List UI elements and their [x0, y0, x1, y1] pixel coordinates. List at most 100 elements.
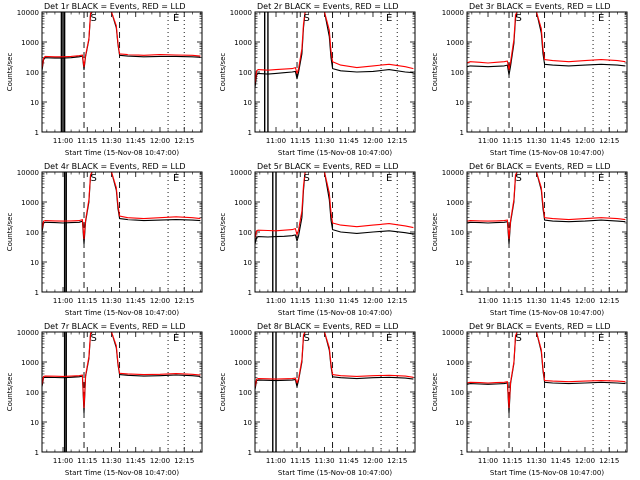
y-tick-label: 100 — [451, 69, 464, 77]
y-tick-label: 10000 — [17, 9, 39, 17]
series-line-lld — [41, 171, 201, 240]
time-marker-e: E — [386, 13, 392, 24]
y-tick-label: 100 — [239, 229, 252, 237]
chart-panel-5: Det 5r BLACK = Events, RED = LLD Start Ti… — [219, 162, 416, 317]
x-tick-label: 11:30 — [314, 137, 334, 145]
y-tick-label: 10 — [455, 419, 464, 427]
y-tick-label: 10 — [243, 99, 252, 107]
y-tick-label: 100 — [26, 229, 39, 237]
y-tick-label: 1000 — [21, 199, 39, 207]
x-tick-label: 11:45 — [339, 457, 359, 465]
y-tick-label: 100 — [239, 69, 252, 77]
x-tick-label: 11:45 — [339, 137, 359, 145]
x-tick-label: 12:00 — [150, 457, 170, 465]
x-tick-label: 12:15 — [174, 457, 194, 465]
x-tick-label: 12:15 — [599, 457, 619, 465]
x-tick-label: 12:15 — [174, 297, 194, 305]
time-marker-s: S — [91, 13, 97, 24]
x-tick-label: 11:30 — [526, 137, 546, 145]
chart-title: Det 5r BLACK = Events, RED = LLD — [257, 162, 399, 171]
x-axis-label: Start Time (15-Nov-08 10:47:00) — [490, 309, 604, 317]
x-tick-label: 12:15 — [387, 297, 407, 305]
x-tick-label: 11:15 — [290, 297, 310, 305]
y-tick-label: 1 — [248, 449, 252, 457]
x-tick-label: 12:15 — [599, 137, 619, 145]
x-tick-label: 11:30 — [314, 457, 334, 465]
y-axis-label: Counts/sec — [6, 373, 14, 412]
y-tick-label: 1 — [35, 289, 39, 297]
time-marker-e: E — [386, 173, 392, 184]
y-tick-label: 10000 — [230, 329, 252, 337]
x-tick-label: 11:00 — [478, 457, 498, 465]
x-tick-label: 11:30 — [314, 297, 334, 305]
x-tick-label: 11:15 — [502, 297, 522, 305]
y-tick-label: 10 — [455, 259, 464, 267]
x-axis-label: Start Time (15-Nov-08 10:47:00) — [65, 309, 179, 317]
series-line-lld — [466, 331, 626, 409]
time-marker-s: S — [304, 13, 310, 24]
x-tick-label: 11:30 — [526, 457, 546, 465]
x-tick-label: 12:15 — [387, 137, 407, 145]
time-marker-e: E — [598, 333, 604, 344]
y-tick-label: 10 — [243, 259, 252, 267]
x-tick-label: 11:30 — [101, 457, 121, 465]
plot-frame — [254, 331, 416, 453]
time-marker-s: S — [516, 173, 522, 184]
x-axis-label: Start Time (15-Nov-08 10:47:00) — [278, 149, 392, 157]
plot-frame — [41, 331, 203, 453]
x-tick-label: 11:15 — [502, 457, 522, 465]
y-axis-label: Counts/sec — [219, 373, 227, 412]
x-tick-label: 12:00 — [363, 297, 383, 305]
y-tick-label: 10 — [30, 99, 39, 107]
y-tick-label: 10 — [243, 419, 252, 427]
x-tick-label: 11:45 — [551, 297, 571, 305]
x-tick-label: 11:45 — [126, 457, 146, 465]
x-tick-label: 11:00 — [266, 297, 286, 305]
x-tick-label: 12:15 — [387, 457, 407, 465]
y-tick-label: 1000 — [21, 359, 39, 367]
time-marker-e: E — [598, 173, 604, 184]
series-line-lld — [41, 331, 201, 409]
y-tick-label: 100 — [451, 229, 464, 237]
x-tick-label: 11:45 — [551, 457, 571, 465]
x-tick-label: 11:15 — [77, 457, 97, 465]
chart-title: Det 1r BLACK = Events, RED = LLD — [44, 2, 186, 11]
y-tick-label: 1000 — [21, 39, 39, 47]
y-tick-label: 10000 — [230, 169, 252, 177]
x-tick-label: 11:45 — [339, 297, 359, 305]
y-tick-label: 1 — [460, 129, 464, 137]
series-line-lld — [466, 11, 626, 71]
time-marker-e: E — [386, 333, 392, 344]
x-tick-label: 11:15 — [77, 137, 97, 145]
x-tick-label: 11:30 — [526, 297, 546, 305]
x-tick-label: 11:00 — [53, 137, 73, 145]
y-tick-label: 1 — [460, 289, 464, 297]
time-marker-e: E — [173, 333, 179, 344]
x-tick-label: 12:15 — [174, 137, 194, 145]
chart-panel-7: Det 7r BLACK = Events, RED = LLD Start Ti… — [6, 322, 203, 477]
chart-title: Det 6r BLACK = Events, RED = LLD — [469, 162, 611, 171]
y-tick-label: 1000 — [234, 199, 252, 207]
x-tick-label: 12:00 — [575, 297, 595, 305]
time-marker-s: S — [516, 333, 522, 344]
y-axis-label: Counts/sec — [219, 53, 227, 92]
y-tick-label: 1000 — [446, 199, 464, 207]
x-tick-label: 12:00 — [575, 457, 595, 465]
x-tick-label: 11:30 — [101, 297, 121, 305]
x-tick-label: 11:45 — [126, 137, 146, 145]
x-tick-label: 12:00 — [575, 137, 595, 145]
chart-title: Det 7r BLACK = Events, RED = LLD — [44, 322, 186, 331]
chart-panel-1: Det 1r BLACK = Events, RED = LLD Start Ti… — [6, 2, 203, 157]
y-axis-label: Counts/sec — [6, 53, 14, 92]
y-tick-label: 100 — [26, 389, 39, 397]
series-line-lld — [41, 11, 201, 69]
series-line-lld — [254, 331, 414, 388]
y-tick-label: 100 — [26, 69, 39, 77]
y-tick-label: 1 — [460, 449, 464, 457]
y-tick-label: 1000 — [446, 39, 464, 47]
plot-frame — [466, 11, 628, 133]
y-axis-label: Counts/sec — [431, 213, 439, 252]
y-tick-label: 1 — [248, 289, 252, 297]
plot-frame — [466, 171, 628, 293]
